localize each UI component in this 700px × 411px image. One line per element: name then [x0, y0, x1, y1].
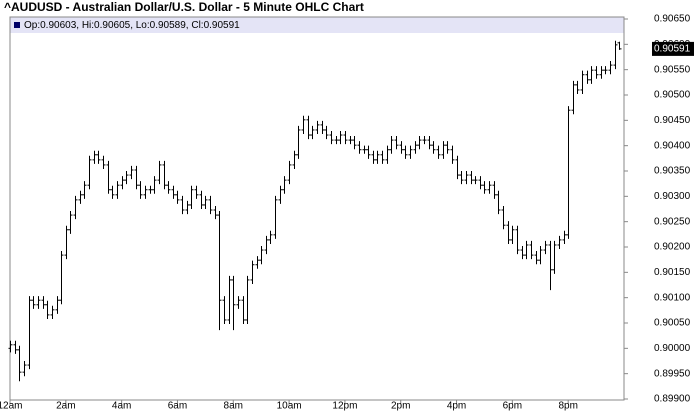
x-tick-label: 4am	[112, 401, 131, 411]
y-tick-label: 0.90400	[654, 140, 691, 151]
y-tick-label: 0.90550	[654, 64, 691, 75]
last-price-label: 0.90591	[654, 44, 691, 55]
y-tick-label: 0.89900	[654, 394, 691, 405]
last-price-box	[652, 41, 694, 56]
x-tick-label: 2pm	[391, 401, 410, 411]
y-tick-label: 0.90000	[654, 343, 691, 354]
x-tick-label: 4pm	[447, 401, 466, 411]
x-tick-label: 12am	[0, 401, 23, 411]
x-tick-label: 12pm	[332, 401, 357, 411]
bars	[8, 40, 622, 382]
y-tick-label: 0.90300	[654, 191, 691, 202]
ohlc-header: Op:0.90603, Hi:0.90605, Lo:0.90589, Cl:0…	[24, 20, 240, 31]
x-tick-label: 6am	[168, 401, 187, 411]
x-tick-label: 2am	[56, 401, 75, 411]
x-tick-label: 6pm	[503, 401, 522, 411]
header-icon	[14, 22, 20, 28]
x-tick-label: 8am	[224, 401, 243, 411]
y-tick-label: 0.90350	[654, 166, 691, 177]
y-tick-label: 0.90050	[654, 318, 691, 329]
y-tick-label: 0.89950	[654, 368, 691, 379]
y-tick-label: 0.90250	[654, 216, 691, 227]
header-band	[10, 17, 624, 33]
y-tick-label: 0.90650	[654, 14, 691, 25]
plot-frame	[9, 16, 625, 401]
x-tick-label: 8pm	[558, 401, 577, 411]
y-tick-label: 0.90200	[654, 242, 691, 253]
y-tick-label: 0.90150	[654, 267, 691, 278]
y-tick-label: 0.90500	[654, 90, 691, 101]
y-tick-label: 0.90100	[654, 292, 691, 303]
x-tick-label: 10am	[277, 401, 302, 411]
y-tick-label: 0.90450	[654, 115, 691, 126]
chart-title: ^AUDUSD - Australian Dollar/U.S. Dollar …	[4, 0, 364, 14]
